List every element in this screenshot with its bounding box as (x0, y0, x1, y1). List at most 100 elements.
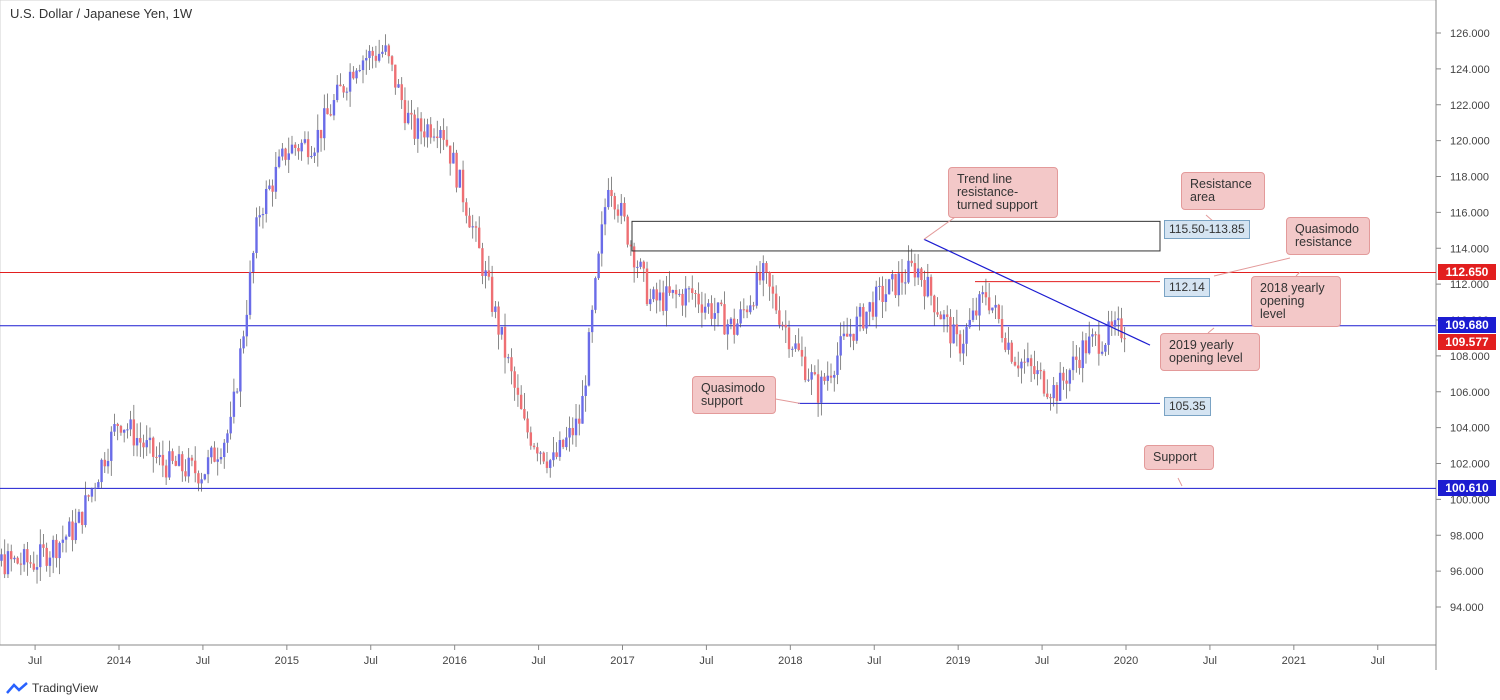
candle-body (135, 438, 139, 446)
candle-body (103, 459, 106, 467)
candle-body (303, 139, 307, 143)
candle-body (74, 522, 77, 541)
candle-body (810, 372, 813, 380)
candle-body (71, 521, 74, 541)
candle-body (365, 58, 368, 61)
y-tick-label: 116.000 (1450, 207, 1489, 219)
annotation-quasimodo-resistance[interactable]: Quasimodo resistance (1286, 217, 1370, 255)
candle-body (239, 348, 242, 392)
candle-body (442, 129, 445, 140)
candle-body (900, 273, 904, 283)
annotation-quasimodo-support[interactable]: Quasimodo support (692, 376, 776, 414)
price-axis-ticks: 94.000 96.000 98.000 100.000 102.000 104.000 1… (1436, 28, 1490, 614)
candle-body (181, 454, 184, 472)
candle-body (368, 50, 371, 59)
candle-body (261, 213, 265, 216)
candle-body (571, 427, 574, 436)
tradingview-brand[interactable]: TradingView (6, 681, 98, 695)
candle-body (852, 333, 855, 341)
opening-2018-callout-pointer (1295, 271, 1301, 277)
candle-body (868, 302, 871, 312)
brand-label: TradingView (32, 681, 99, 695)
candle-body (578, 418, 581, 424)
candle-body (1033, 366, 1036, 375)
candle-body (1084, 340, 1088, 354)
candle-body (51, 539, 55, 558)
candle-body (97, 482, 100, 488)
candle-body (384, 45, 387, 52)
y-tick-label: 122.000 (1450, 100, 1490, 112)
candle-body (645, 268, 649, 305)
candle-body (836, 355, 839, 375)
candle-body (6, 551, 10, 575)
candle-body (558, 440, 562, 457)
candle-body (474, 226, 478, 228)
drawings (631, 214, 1301, 487)
candle-body (807, 379, 810, 381)
candle-body (910, 260, 913, 264)
candle-body (681, 293, 684, 306)
candle-body (219, 457, 223, 460)
candle-body (93, 487, 97, 489)
candle-body (361, 60, 365, 71)
candle-body (339, 84, 342, 87)
candle-body (129, 419, 132, 430)
candle-body (419, 118, 423, 132)
candle-body (510, 357, 513, 372)
annotation-2019-opening[interactable]: 2019 yearly opening level (1160, 333, 1260, 371)
annotation-2018-opening[interactable]: 2018 yearly opening level (1251, 276, 1341, 327)
candle-body (1016, 365, 1020, 369)
candle-body (1123, 338, 1126, 340)
y-tick-label: 100.000 (1450, 494, 1490, 506)
candle-body (45, 547, 48, 566)
candle-body (348, 71, 352, 92)
candle-body (358, 70, 361, 72)
annotation-resistance-area[interactable]: Resistance area (1181, 172, 1265, 210)
candle-body (3, 554, 6, 575)
candle-body (552, 452, 555, 461)
candle-body (732, 318, 736, 335)
candle-body (1055, 385, 1059, 401)
x-tick-label: 2017 (610, 655, 634, 667)
candle-body (316, 129, 320, 153)
candle-body (1088, 336, 1091, 354)
candle-body (142, 442, 145, 448)
candle-body (590, 309, 594, 333)
candle-body (400, 84, 403, 101)
candle-body (248, 271, 252, 315)
candle-body (674, 289, 678, 295)
annotation-trendline[interactable]: Trend line resistance-turned support (948, 167, 1058, 218)
candle-body (477, 227, 481, 249)
candle-body (452, 152, 455, 164)
candle-body (842, 333, 846, 337)
candle-body (471, 226, 474, 228)
y-tick-label: 104.000 (1450, 423, 1490, 435)
candle-body (929, 276, 933, 296)
annotation-support[interactable]: Support (1144, 445, 1214, 470)
trend-line (923, 238, 1151, 346)
candle-body (920, 268, 923, 281)
candle-body (139, 438, 142, 443)
x-tick-label: Jul (1371, 655, 1385, 667)
candle-body (245, 314, 249, 337)
x-tick-label: Jul (364, 655, 378, 667)
candle-body (729, 318, 733, 325)
candle-body (1097, 334, 1101, 354)
candle-body (874, 286, 878, 317)
candle-body (916, 268, 920, 278)
candle-body (768, 272, 771, 287)
y-tick-label: 94.000 (1450, 602, 1484, 614)
candle-body (891, 274, 894, 280)
candle-body (213, 447, 216, 462)
x-tick-label: 2019 (946, 655, 970, 667)
candle-body (987, 297, 991, 311)
candle-body (561, 440, 565, 448)
candle-body (458, 169, 462, 188)
candle-body (813, 372, 817, 375)
candle-body (623, 202, 626, 217)
candle-body (287, 153, 290, 160)
candle-body (232, 391, 236, 417)
candle-body (335, 84, 339, 101)
candle-body (0, 554, 3, 561)
